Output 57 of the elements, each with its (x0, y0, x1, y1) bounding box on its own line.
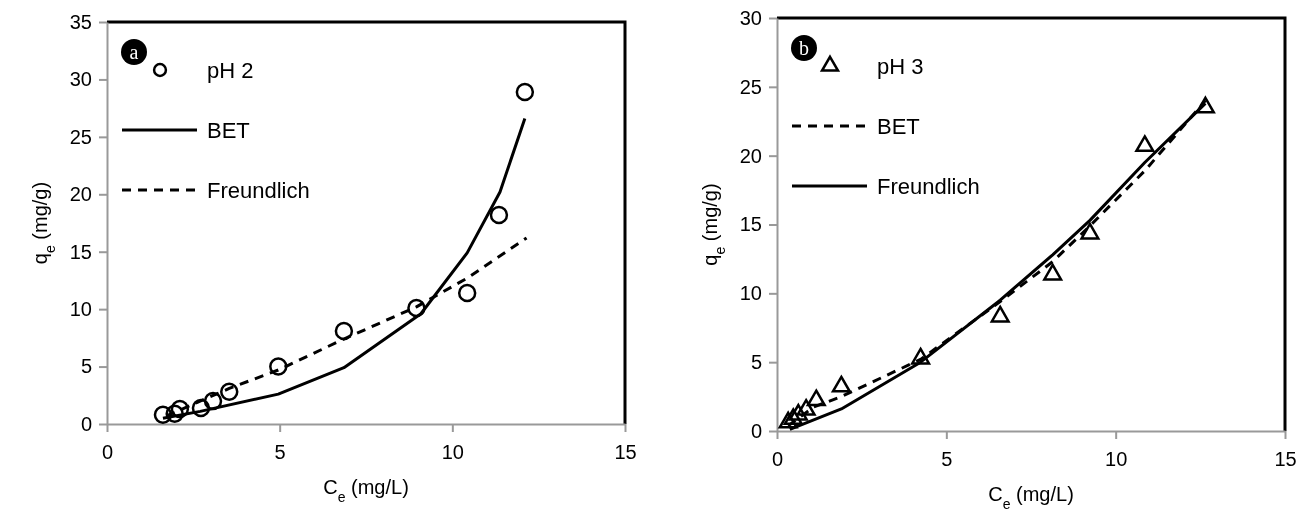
legend-label: pH 3 (877, 53, 924, 79)
x-tick-label: 5 (274, 441, 286, 463)
point (788, 403, 808, 421)
x-tick-label: 15 (1274, 448, 1297, 470)
point (911, 347, 931, 365)
point (170, 399, 190, 419)
annotation: a (129, 41, 139, 63)
y-tick-label: 10 (739, 282, 762, 305)
x-tick-label: 0 (101, 441, 114, 463)
y-tick-label: 20 (739, 144, 762, 167)
x-axis-title: C$_{e}$ (mg/L) (323, 476, 409, 505)
x-tick-label: 10 (1105, 448, 1128, 470)
y-tick-label: 5 (750, 351, 762, 374)
point (203, 391, 223, 411)
x-tick-label: 5 (941, 448, 953, 470)
point (489, 205, 509, 225)
y-tick-label: 25 (739, 75, 762, 98)
point (407, 298, 426, 318)
point (269, 357, 288, 376)
legend-label: BET (877, 113, 920, 139)
point (783, 408, 803, 426)
point (220, 382, 239, 402)
point (334, 321, 354, 341)
x-tick-label: 15 (614, 441, 637, 463)
x-axis-title: C$_{e}$ (mg/L) (988, 483, 1074, 512)
point (153, 405, 173, 425)
y-tick-label: 25 (69, 125, 92, 148)
y-tick-label: 0 (750, 419, 762, 442)
point (806, 389, 826, 407)
y-tick-label: 5 (80, 355, 92, 378)
point (990, 305, 1010, 323)
y-tick-label: 30 (69, 68, 92, 91)
point (778, 411, 798, 429)
point (796, 398, 816, 416)
point (457, 283, 477, 303)
y-tick-label: 35 (69, 10, 92, 33)
y-tick-label: 20 (69, 183, 92, 206)
point (515, 82, 535, 102)
y-tick-label: 0 (80, 412, 92, 435)
legend-label: pH 2 (207, 57, 254, 83)
point (831, 375, 851, 393)
x-tick-label: 10 (441, 441, 464, 463)
legend-label: Freundlich (877, 173, 980, 199)
point (1043, 263, 1063, 281)
point (1195, 96, 1215, 114)
legend-label: BET (207, 117, 250, 143)
y-tick-label: 15 (739, 213, 762, 236)
x-tick-label: 0 (771, 448, 784, 470)
point (1135, 135, 1155, 153)
point (191, 398, 211, 418)
y-tick-label: 10 (69, 298, 92, 321)
point (165, 404, 184, 423)
y-tick-label: 15 (69, 240, 92, 263)
legend-label: Freundlich (207, 177, 310, 203)
annotation: b (799, 37, 809, 59)
point (1080, 222, 1100, 240)
y-tick-label: 30 (739, 6, 762, 29)
